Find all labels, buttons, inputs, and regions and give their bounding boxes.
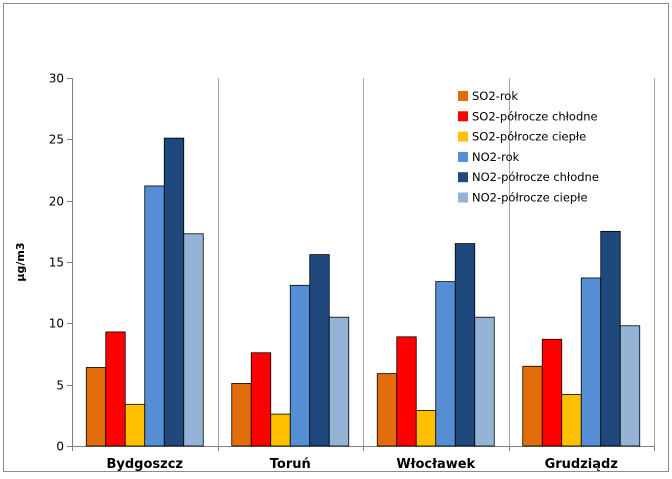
bar [435,281,456,447]
legend-label: SO2-półrocze ciepłe [472,130,586,144]
y-tick-label: 15 [49,256,64,270]
x-tick-label: Toruń [270,457,311,472]
legend-label: NO2-półrocze chłodne [472,170,599,184]
y-tick-label: 5 [56,379,64,393]
legend: SO2-rok SO2-półrocze chłodne SO2-półrocze … [458,89,599,205]
bar [328,316,350,447]
y-axis-label: µg/m3 [14,242,27,281]
bar [85,367,107,447]
category-gridlines [218,78,655,446]
y-tick-label: 30 [49,72,64,86]
y-tick-labels: 0 5 10 15 20 25 30 [49,72,64,454]
bar [474,316,495,447]
bar [250,352,272,447]
legend-swatch [458,172,468,183]
x-tick-label: Grudziądz [545,457,618,472]
y-tick-label: 20 [49,195,64,209]
bar [231,383,252,447]
legend-label: NO2-rok [472,150,520,164]
bar [183,233,204,447]
bars [85,137,641,447]
bar [376,373,398,447]
bar [415,410,437,447]
legend-label: SO2-rok [472,89,518,103]
bar [124,403,146,447]
bar [289,284,311,447]
bar [561,394,582,447]
bar [619,325,641,447]
x-tick-label: Włocławek [396,457,475,472]
bar [105,331,126,447]
x-tick-labels: Bydgoszcz Toruń Włocławek Grudziądz [106,457,617,472]
legend-swatch [458,131,468,142]
legend-label: SO2-półrocze chłodne [472,109,598,123]
legend-swatch [458,151,468,162]
bar [144,185,165,447]
bar [600,230,621,447]
y-tick-label: 0 [56,440,64,454]
bar [163,137,185,447]
x-tick-label: Bydgoszcz [106,457,183,472]
legend-label: NO2-półrocze ciepłe [472,191,588,205]
bar [270,413,291,447]
bar [454,243,476,447]
bar [522,365,543,447]
legend-swatch [458,91,468,101]
legend-swatch [458,111,468,122]
bar [309,254,330,447]
bar [580,277,602,447]
bar [396,336,417,447]
y-tick-label: 25 [49,133,64,147]
y-tick-label: 10 [49,317,64,331]
axes [67,78,655,451]
legend-swatch [458,192,468,203]
bar [541,338,563,447]
